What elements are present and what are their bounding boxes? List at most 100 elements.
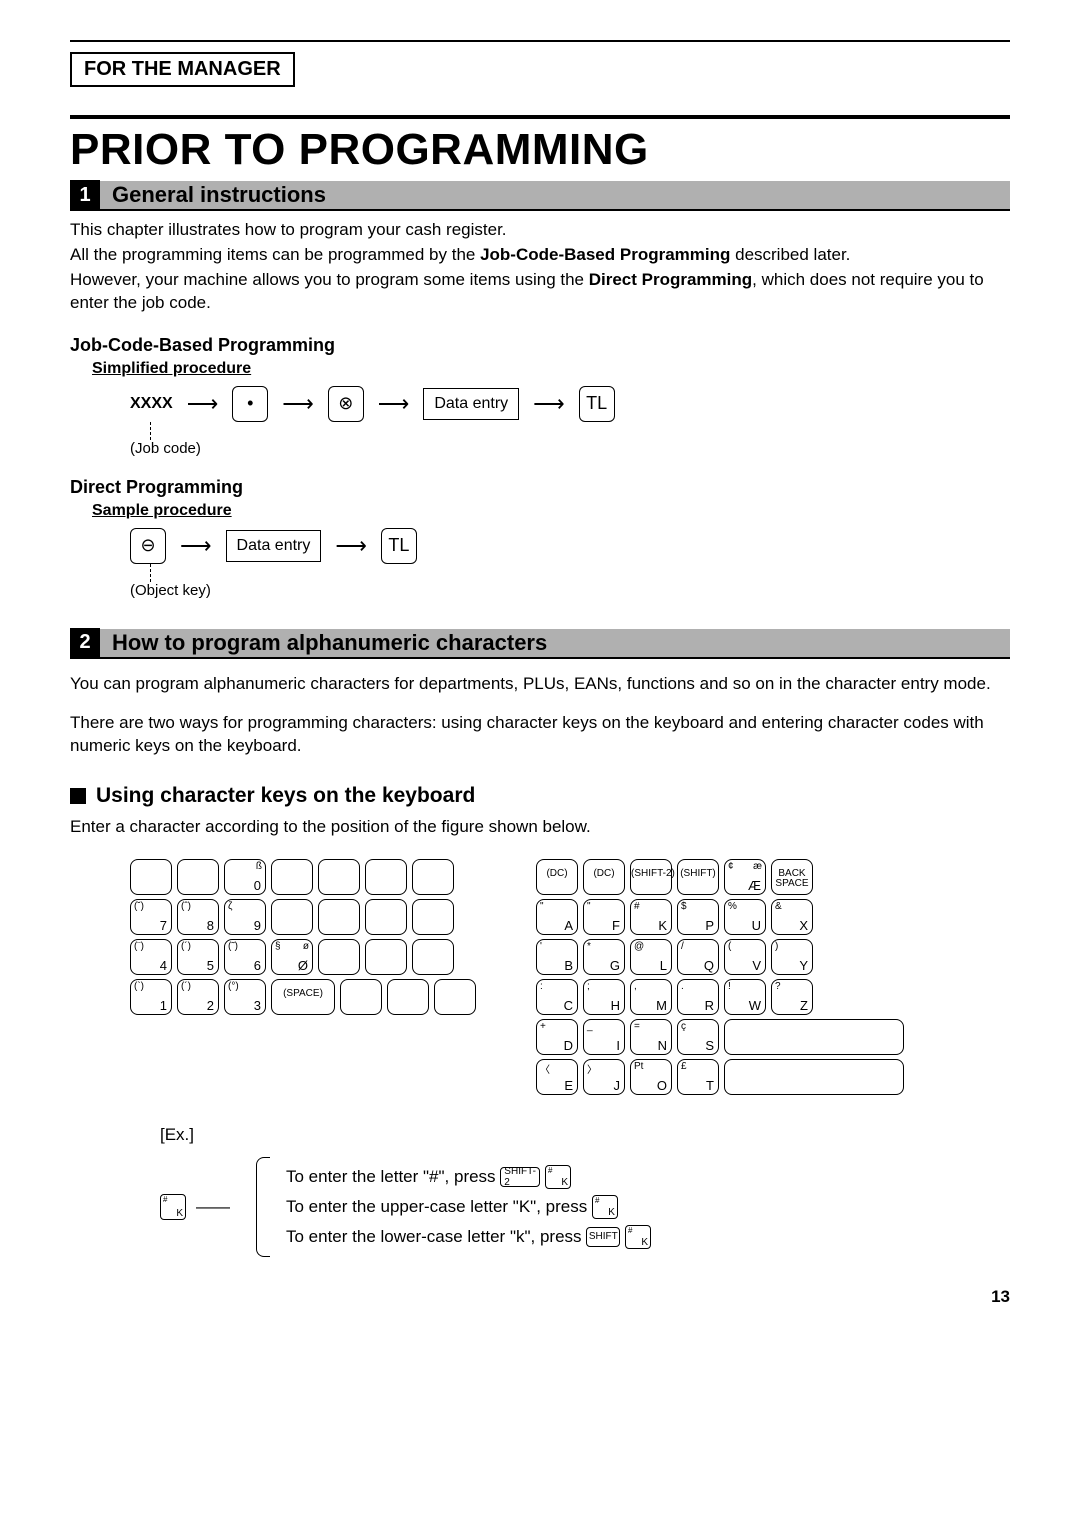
s1-p1c: However, your machine allows you to prog… [70,269,1010,315]
arrow-icon: ⟶ [180,533,212,559]
flow1-x-key: ⊗ [328,386,364,422]
page-title: PRIOR TO PROGRAMMING [70,125,1010,175]
title-rule [70,115,1010,119]
jcb-sub: Simplified procedure [92,360,1010,378]
flow1-jobcode: (Job code) [130,440,1010,457]
keyboard-key: (˘)7 [130,899,172,935]
k-key: #K [545,1165,571,1189]
keyboard-key: +D [536,1019,578,1055]
keyboard-key: _I [583,1019,625,1055]
keyboard-key: (DC) [536,859,578,895]
s2-p2: There are two ways for programming chara… [70,712,1010,758]
dashline [150,564,151,582]
flow-2: ⊖ ⟶ Data entry ⟶ TL [130,528,1010,564]
keyboard-key [412,859,454,895]
keyboard-key: =N [630,1019,672,1055]
keyboard-row: :C;H,M.R!W?Z [536,979,904,1015]
dashline [150,422,151,440]
flow1-tl-key: TL [579,386,615,422]
keyboard-key: §øØ [271,939,313,975]
flow-1: XXXX ⟶ • ⟶ ⊗ ⟶ Data entry ⟶ TL [130,386,1010,422]
keyboard-key: $P [677,899,719,935]
keyboard-key [724,1019,904,1055]
section-1-title: General instructions [112,182,326,208]
keyboard-row: (`)1(´)2(°)3(SPACE) [130,979,476,1015]
k-key: #K [592,1195,618,1219]
keyboard-wrap: ß0 (˘)7(ˆ)8ζ9 (¨)4(´)5(˜)6§øØ (`)1(´)2(°)3(… [130,859,1010,1095]
keyboard-key [318,859,360,895]
k-key: #K [625,1225,651,1249]
keyboard-key: 〈E [536,1059,578,1095]
keyboard-row: ß0 [130,859,476,895]
keyboard-key: PtO [630,1059,672,1095]
flow2-data: Data entry [226,530,322,562]
keyboard-key: :C [536,979,578,1015]
keyboard-key: ζ9 [224,899,266,935]
keyboard-key: çS [677,1019,719,1055]
keyboard-key: @L [630,939,672,975]
keyboard-right: (DC)(DC)(SHIFT-2)(SHIFT)¢æÆBACK SPACE "A"… [536,859,904,1095]
section-2-bar: 2 How to program alphanumeric characters [70,629,1010,659]
s1-p1a: This chapter illustrates how to program … [70,219,1010,242]
jcb-head: Job-Code-Based Programming [70,335,1010,356]
example-line-1: To enter the letter "#", press SHIFT-2 #… [286,1165,651,1189]
keyboard-key [271,899,313,935]
example-line-2: To enter the upper-case letter "K", pres… [286,1195,651,1219]
keyboard-key [130,859,172,895]
keyboard-key [387,979,429,1015]
arrow-icon: ⟶ [335,533,367,559]
example-key: # K [160,1194,186,1220]
keyboard-key [434,979,476,1015]
example-line-3: To enter the lower-case letter "k", pres… [286,1225,651,1249]
keyboard-row: "A"F#K$P%U&X [536,899,904,935]
keyboard-key [177,859,219,895]
keyboard-row: (¨)4(´)5(˜)6§øØ [130,939,476,975]
keyboard-key: ;H [583,979,625,1015]
top-rule [70,40,1010,42]
keyboard-key [412,899,454,935]
manager-box: FOR THE MANAGER [70,52,295,87]
shift-key: SHIFT [586,1227,620,1247]
keyboard-key: BACK SPACE [771,859,813,895]
keyboard-key: (˜)6 [224,939,266,975]
example: [Ex.] # K —— To enter the letter "#", pr… [160,1125,1010,1257]
keyboard-key: (ˆ)8 [177,899,219,935]
keyboard-key: (V [724,939,766,975]
keyboard-key: (SPACE) [271,979,335,1015]
keyboard-key [340,979,382,1015]
arrow-icon: ⟶ [378,391,410,417]
section-2-title: How to program alphanumeric characters [112,630,547,656]
keyboard-key: !W [724,979,766,1015]
keyboard-key: ?Z [771,979,813,1015]
keyboard-key: *G [583,939,625,975]
arrow-icon: ⟶ [282,391,314,417]
flow2-tl-key: TL [381,528,417,564]
s1-p1b: All the programming items can be program… [70,244,1010,267]
section-1-bar: 1 General instructions [70,181,1010,211]
keyboard-left: ß0 (˘)7(ˆ)8ζ9 (¨)4(´)5(˜)6§øØ (`)1(´)2(°)3(… [130,859,476,1095]
keyboard-key: %U [724,899,766,935]
keyboard-key: ß0 [224,859,266,895]
arrow-icon: ⟶ [187,391,219,417]
keyboard-key: "F [583,899,625,935]
shift2-key: SHIFT-2 [500,1167,540,1187]
arrow-icon: —— [196,1197,230,1217]
keyboard-key: (°)3 [224,979,266,1015]
flow2-minus-key: ⊖ [130,528,166,564]
keyboard-key: ,M [630,979,672,1015]
keyboard-key [412,939,454,975]
keyboard-key: (´)2 [177,979,219,1015]
keyboard-key [365,899,407,935]
keyboard-key [365,939,407,975]
keyboard-key: &X [771,899,813,935]
keyboard-row: +D_I=NçS [536,1019,904,1055]
section-2-num: 2 [70,628,100,658]
s2-h3: Using character keys on the keyboard [70,784,1010,808]
keyboard-row: (DC)(DC)(SHIFT-2)(SHIFT)¢æÆBACK SPACE [536,859,904,895]
keyboard-row: 〈E〉JPtO£T [536,1059,904,1095]
keyboard-row: (˘)7(ˆ)8ζ9 [130,899,476,935]
keyboard-key [271,859,313,895]
keyboard-key: (DC) [583,859,625,895]
keyboard-key: (SHIFT) [677,859,719,895]
brace-icon [256,1157,270,1257]
